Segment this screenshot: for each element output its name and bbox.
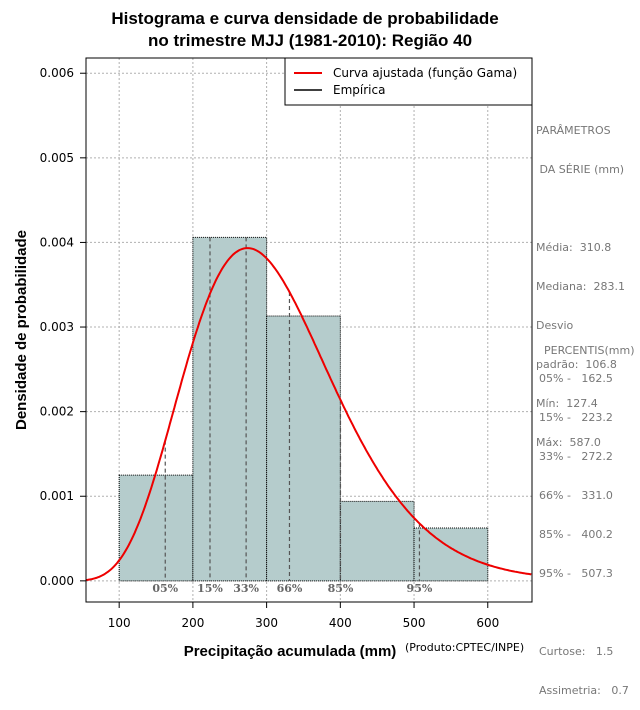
- legend-curve-label: Curva ajustada (função Gama): [333, 66, 517, 80]
- y-tick-label-1: 0.001: [40, 489, 74, 503]
- chart-title-line2: no trimestre MJJ (1981-2010): Região 40: [148, 31, 472, 50]
- percentiles-heading: PERCENTIS(mm): [544, 344, 635, 357]
- product-credit: (Produto:CPTEC/INPE): [405, 641, 524, 654]
- y-tick-label-6: 0.006: [40, 66, 74, 80]
- percentile-95: 95% - 507.3: [539, 567, 613, 580]
- y-tick-label-5: 0.005: [40, 151, 74, 165]
- param-sd-label: Desvio: [536, 319, 574, 332]
- percentile-label-4: 85%: [328, 582, 354, 595]
- y-axis-ticks: 0.000 0.001 0.002 0.003 0.004 0.005 0.006: [40, 66, 86, 588]
- percentile-label-5: 95%: [407, 582, 433, 595]
- x-tick-label-1: 200: [181, 616, 204, 630]
- histogram-bar-0: [118, 474, 194, 582]
- y-tick-label-2: 0.002: [40, 405, 74, 419]
- x-axis-ticks: 100 200 300 400 500 600: [108, 602, 499, 630]
- percentile-85: 85% - 400.2: [539, 528, 613, 541]
- percentile-66: 66% - 331.0: [539, 489, 613, 502]
- histogram-chart: Histograma e curva densidade de probabil…: [13, 9, 533, 660]
- percentiles-panel: 05% - 162.5 15% - 223.2 33% - 272.2 66% …: [539, 346, 629, 710]
- parameters-subheading: DA SÉRIE (mm): [536, 163, 625, 176]
- y-tick-label-4: 0.004: [40, 235, 74, 249]
- x-tick-label-3: 400: [329, 616, 352, 630]
- histogram-bar-1: [192, 236, 268, 582]
- percentile-33: 33% - 272.2: [539, 450, 613, 463]
- x-tick-label-2: 300: [255, 616, 278, 630]
- histogram-bar-2: [266, 315, 341, 582]
- parameters-heading: PARÂMETROS: [536, 124, 611, 137]
- param-median: Mediana: 283.1: [536, 280, 625, 293]
- x-axis-label: Precipitação acumulada (mm): [184, 643, 397, 660]
- histogram-bar-3: [339, 500, 415, 582]
- stat-kurtosis: Curtose: 1.5: [539, 645, 614, 658]
- legend-empirical-label: Empírica: [333, 83, 385, 97]
- param-min: Mín: 127.4: [536, 397, 598, 410]
- histogram-bar-4: [413, 527, 489, 582]
- y-tick-label-0: 0.000: [40, 574, 74, 588]
- param-mean: Média: 310.8: [536, 241, 612, 254]
- percentile-05: 05% - 162.5: [539, 372, 613, 385]
- percentiles-panel-heading-wrap: PERCENTIS(mm): [544, 318, 635, 370]
- stat-skewness: Assimetria: 0.7: [539, 684, 629, 697]
- y-tick-label-3: 0.003: [40, 320, 74, 334]
- percentile-label-2: 33%: [233, 582, 259, 595]
- x-tick-label-4: 500: [403, 616, 426, 630]
- parameters-subheading-text: DA SÉRIE: [536, 163, 591, 176]
- parameters-panel: PARÂMETROS DA SÉRIE (mm) Média: 310.8 Me…: [536, 98, 625, 462]
- x-tick-label-5: 600: [476, 616, 499, 630]
- legend-box: [284, 57, 533, 106]
- param-max: Máx: 587.0: [536, 436, 601, 449]
- legend: Curva ajustada (função Gama) Empírica: [284, 57, 533, 106]
- percentile-label-3: 66%: [277, 582, 303, 595]
- y-axis-label: Densidade de probabilidade: [13, 230, 30, 430]
- chart-title-line1: Histograma e curva densidade de probabil…: [111, 9, 498, 28]
- percentile-label-1: 15%: [197, 582, 223, 595]
- percentile-label-0: 05%: [152, 582, 178, 595]
- parameters-unit: (mm): [594, 163, 625, 176]
- gamma-fit-curve: [85, 247, 532, 581]
- percentile-15: 15% - 223.2: [539, 411, 613, 424]
- x-tick-label-0: 100: [108, 616, 131, 630]
- param-sd: padrão: 106.8: [536, 358, 617, 371]
